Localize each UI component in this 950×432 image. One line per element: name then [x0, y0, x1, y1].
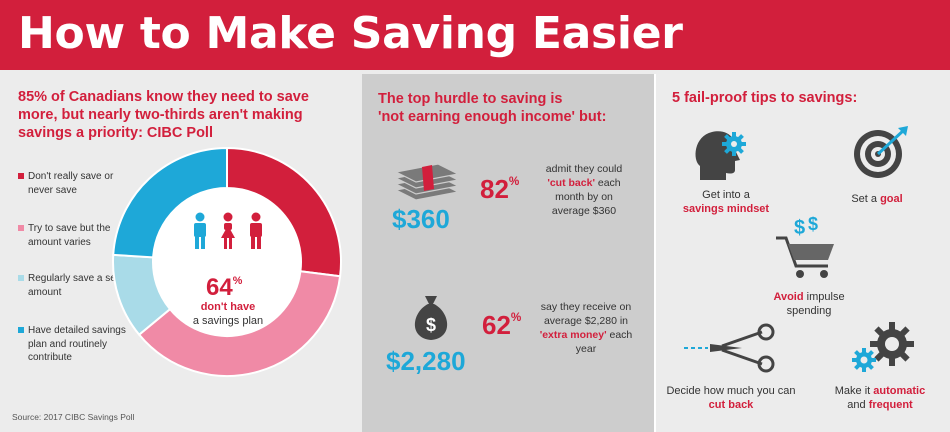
no-plan-caption: don't have a savings plan: [192, 301, 264, 327]
tip-cut-back: Decide how much you can cut back: [666, 385, 796, 411]
legend-swatch: [18, 225, 24, 231]
svg-text:$: $: [808, 214, 818, 234]
cutback-percent: 82%: [480, 174, 520, 204]
money-stack-icon: [394, 163, 460, 201]
legend-item-dont-save: Don't really save or never save: [18, 170, 128, 197]
tip-set-goal: Set a goal: [851, 193, 903, 205]
legend-label: Regularly save a set amount: [28, 273, 119, 298]
person-female-icon: [221, 212, 235, 249]
money-bag-icon: $: [414, 296, 448, 340]
legend-swatch: [18, 327, 24, 333]
legend-swatch: [18, 173, 24, 179]
legend-label: Try to save but the amount varies: [28, 223, 111, 248]
legend-item-varies: Try to save but the amount varies: [18, 222, 128, 249]
scissors-icon: [684, 323, 775, 373]
donut-center: [153, 188, 301, 336]
page-title: How to Make Saving Easier: [18, 8, 683, 59]
svg-text:$: $: [426, 315, 436, 335]
cutback-amount: $360: [392, 204, 450, 234]
extra-money-percent: 62%: [482, 310, 522, 340]
poll-heading: 85% of Canadians know they need to save …: [18, 89, 309, 141]
target-icon: [854, 126, 908, 178]
legend-label: Don't really save or never save: [28, 171, 114, 196]
cutback-description: admit they could 'cut back' each month b…: [545, 163, 623, 217]
poll-column: 85% of Canadians know they need to save …: [0, 74, 362, 432]
person-male-icon: [250, 212, 262, 249]
people-icon: [194, 212, 206, 249]
legend-label: Have detailed savings plan and routinely…: [28, 325, 126, 363]
source-note: Source: 2017 CIBC Savings Poll: [12, 412, 135, 422]
legend-item-regular: Regularly save a set amount: [18, 272, 128, 299]
tip-avoid-impulse: Avoid impulse spending: [773, 291, 845, 317]
legend-swatch: [18, 275, 24, 281]
no-plan-percent: 64%: [206, 274, 243, 301]
legend-item-detailed: Have detailed savings plan and routinely…: [18, 324, 128, 365]
tip-automatic-frequent: Make it automatic and frequent: [834, 385, 926, 411]
tips-heading: 5 fail-proof tips to savings:: [672, 90, 858, 106]
hurdle-column: The top hurdle to saving is 'not earning…: [362, 74, 654, 432]
shopping-cart-icon: $ $: [776, 214, 834, 278]
tips-column: 5 fail-proof tips to savings: Get into a…: [654, 74, 950, 432]
extra-money-description: say they receive on average $2,280 in 'e…: [539, 301, 633, 355]
extra-money-amount: $2,280: [386, 346, 466, 376]
header-banner: How to Make Saving Easier: [0, 0, 950, 70]
savings-donut-chart: [112, 146, 342, 377]
tip-savings-mindset: Get into a savings mindset: [682, 189, 770, 215]
hurdle-heading: The top hurdle to saving is 'not earning…: [378, 91, 607, 125]
head-gear-icon: [695, 131, 746, 180]
svg-text:$: $: [794, 217, 805, 239]
gears-icon: [852, 322, 914, 372]
